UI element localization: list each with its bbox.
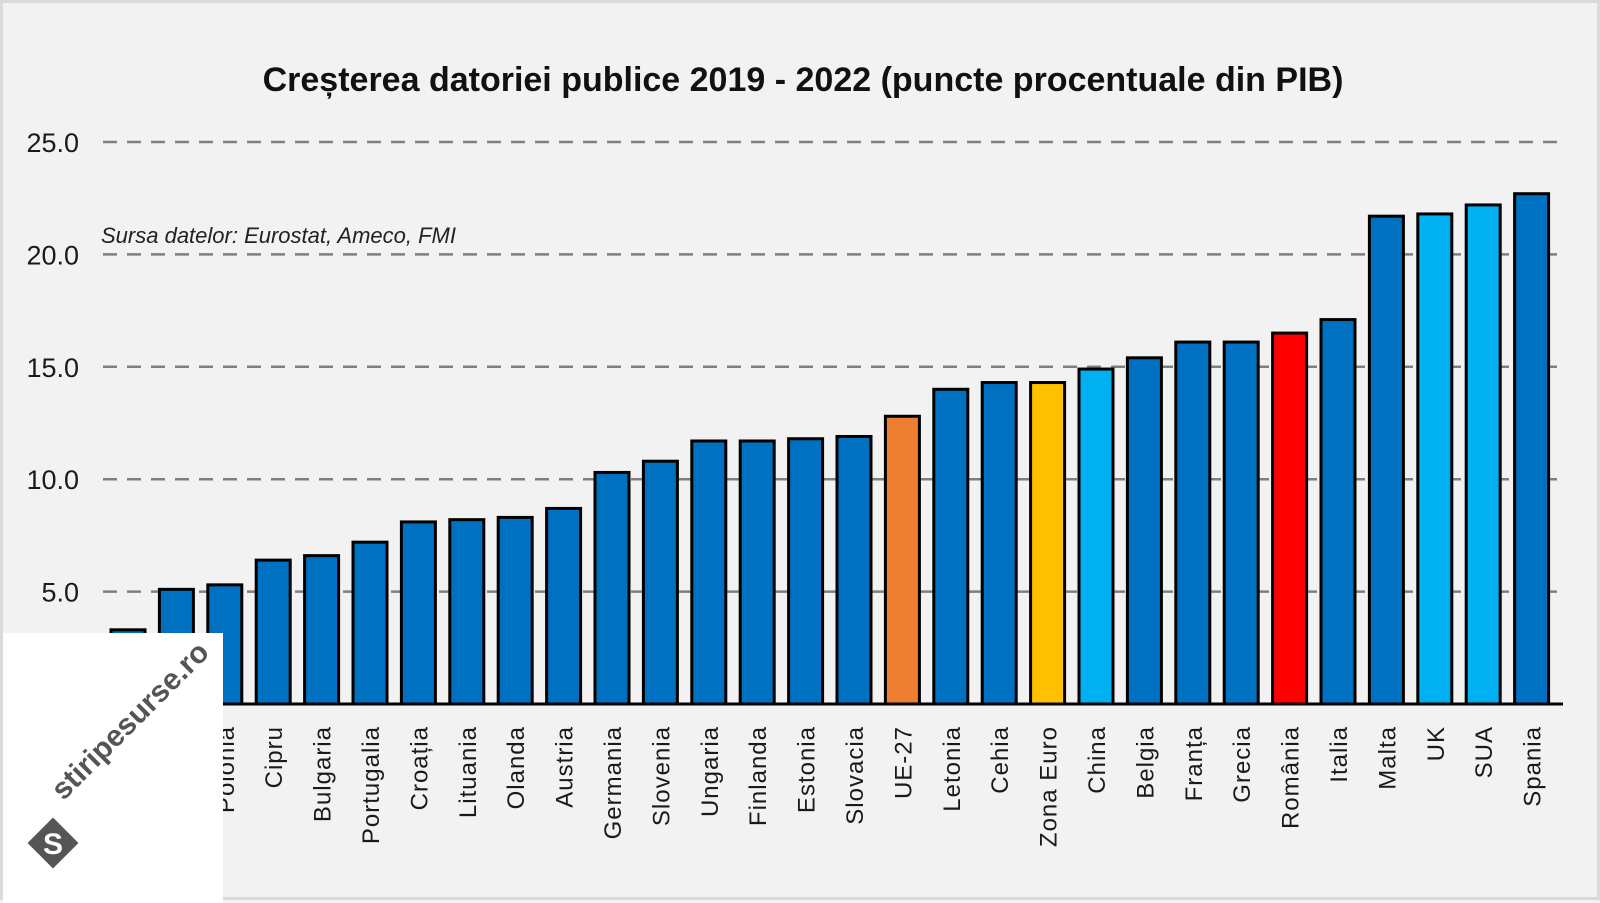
category-label: România <box>1278 726 1305 829</box>
category-label: Grecia <box>1229 726 1256 803</box>
bar <box>1222 340 1260 706</box>
bar <box>787 437 825 706</box>
category-label: Croația <box>406 726 433 810</box>
bar <box>1367 214 1405 706</box>
category-label: UE-27 <box>890 726 917 799</box>
watermark-logo-letter: S <box>43 828 63 861</box>
watermark-text: stiripesurse.ro <box>45 635 216 807</box>
category-label: Bulgaria <box>310 726 337 822</box>
category-label: Slovacia <box>842 726 869 825</box>
category-label: Ungaria <box>697 726 724 817</box>
source-note: Sursa datelor: Eurostat, Ameco, FMI <box>101 223 456 248</box>
chart-title: Creșterea datoriei publice 2019 - 2022 (… <box>263 61 1344 99</box>
bar <box>835 434 873 706</box>
bar <box>932 387 970 706</box>
category-labels: Polonia Cipru Bulgaria Portugalia Croația Lit… <box>213 726 1547 847</box>
category-label: UK <box>1423 726 1450 761</box>
bar <box>1029 381 1067 706</box>
category-label: Zona Euro <box>1036 726 1063 847</box>
category-label: Germania <box>600 726 627 839</box>
y-tick-label: 15.0 <box>26 353 79 383</box>
bar <box>545 506 583 706</box>
bar <box>738 439 776 706</box>
bar <box>883 414 921 706</box>
category-label: Italia <box>1326 726 1353 783</box>
category-label: China <box>1084 726 1111 794</box>
bar <box>448 518 486 706</box>
bar <box>496 515 534 706</box>
category-label: SUA <box>1471 726 1498 778</box>
category-label: Malta <box>1374 726 1401 790</box>
bar <box>641 459 679 706</box>
category-label: Olanda <box>503 726 530 809</box>
category-label: Portugalia <box>358 726 385 844</box>
bar <box>1125 356 1163 706</box>
category-label: Letonia <box>939 726 966 812</box>
bar <box>1513 192 1551 706</box>
category-label: Austria <box>552 726 579 808</box>
bar <box>351 540 389 706</box>
y-tick-label: 5.0 <box>41 578 79 608</box>
y-axis-ticks: 5.0 10.0 15.0 20.0 25.0 <box>26 128 79 608</box>
bar <box>1174 340 1212 706</box>
bar <box>303 554 341 706</box>
bar <box>690 439 728 706</box>
bar <box>1464 203 1502 706</box>
category-label: Finlanda <box>745 726 772 826</box>
category-label: Cehia <box>987 726 1014 794</box>
bar <box>399 520 437 706</box>
category-label: Cipru <box>261 726 288 788</box>
category-label: Spania <box>1520 726 1547 807</box>
grid-lines <box>103 140 1563 593</box>
category-label: Belgia <box>1132 726 1159 799</box>
watermark: S stiripesurse.ro <box>3 633 223 903</box>
bar <box>1416 212 1454 706</box>
y-tick-label: 25.0 <box>26 128 79 158</box>
bar <box>254 558 292 706</box>
watermark-logo-icon: S <box>27 817 79 869</box>
bar-chart: Creșterea datoriei publice 2019 - 2022 (… <box>26 61 1563 847</box>
bar <box>980 381 1018 706</box>
y-tick-label: 20.0 <box>26 240 79 270</box>
category-label: Franța <box>1181 726 1208 801</box>
y-tick-label: 10.0 <box>26 465 79 495</box>
bar <box>1319 318 1357 706</box>
category-label: Lituania <box>455 726 482 818</box>
bars <box>109 192 1551 706</box>
category-label: Slovenia <box>648 726 675 826</box>
bar <box>1271 331 1309 706</box>
bar <box>1077 367 1115 706</box>
bar <box>593 470 631 706</box>
category-label: Estonia <box>794 726 821 813</box>
